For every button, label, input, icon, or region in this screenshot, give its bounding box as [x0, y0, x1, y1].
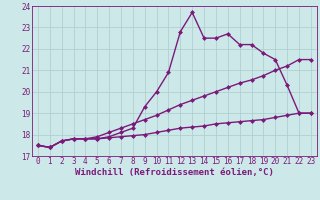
X-axis label: Windchill (Refroidissement éolien,°C): Windchill (Refroidissement éolien,°C) [75, 168, 274, 177]
